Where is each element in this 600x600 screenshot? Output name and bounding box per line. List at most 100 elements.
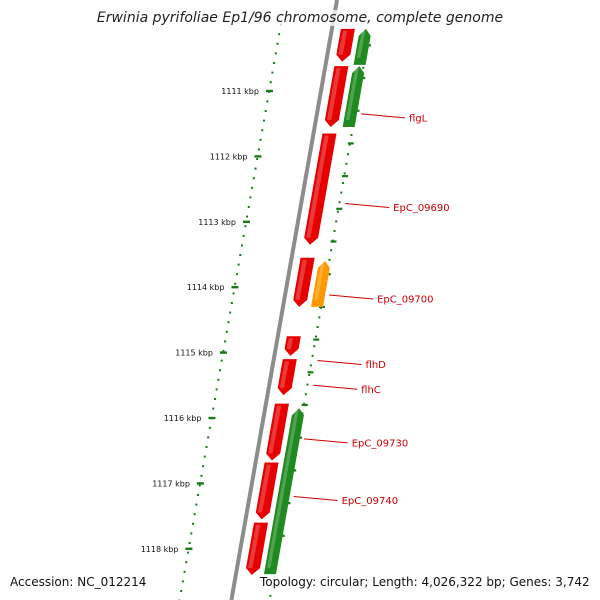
- gene-label-leader: [317, 359, 362, 365]
- inner-ruler-dot: [318, 316, 321, 319]
- ruler-dot: [202, 465, 205, 468]
- ruler-tick-label: 1111 kbp: [221, 87, 259, 96]
- ruler-dot: [183, 570, 186, 573]
- ruler-dot: [219, 369, 222, 372]
- ruler-dot: [237, 263, 240, 266]
- inner-ruler-dot: [303, 402, 306, 405]
- inner-ruler-dot: [335, 220, 338, 223]
- ruler-tick-label: 1116 kbp: [164, 414, 202, 423]
- ruler-dot: [190, 532, 193, 535]
- inner-ruler-dot: [345, 162, 348, 165]
- gene-arrow-highlight: [338, 30, 348, 55]
- gene-label-leader: [345, 202, 390, 208]
- gene-label-leader: [303, 438, 348, 444]
- ruler-tick-label: 1115 kbp: [175, 349, 213, 358]
- inner-ruler-dot: [338, 201, 341, 204]
- ruler-tick: [185, 547, 193, 550]
- ruler-dot: [197, 494, 200, 496]
- inner-ruler-dot: [347, 153, 350, 156]
- forward-gene-arrow: [336, 28, 355, 62]
- ruler-dot: [254, 167, 257, 170]
- ruler-dot: [186, 551, 189, 554]
- ruler-dot: [198, 484, 201, 487]
- ruler-dot: [269, 81, 272, 84]
- inner-ruler-dot: [304, 393, 307, 396]
- ruler-dot: [262, 119, 265, 122]
- ruler-dot: [244, 225, 247, 228]
- ruler-dot: [252, 177, 255, 180]
- inner-ruler-dot: [341, 182, 344, 184]
- gene-label-leader: [360, 113, 406, 119]
- inner-ruler-dot: [348, 143, 351, 146]
- reverse-gene-arrow: [342, 66, 365, 127]
- ruler-tick: [219, 351, 227, 354]
- gene-label-epc_09730: EpC_09730: [352, 438, 408, 449]
- ruler-dot: [200, 474, 203, 477]
- inner-ruler-dot: [309, 364, 312, 367]
- ruler-dot: [266, 100, 269, 103]
- ruler-dot: [217, 378, 220, 381]
- ruler-dot: [240, 244, 243, 247]
- inner-ruler-dot: [269, 594, 272, 597]
- ruler-tick: [208, 416, 216, 420]
- forward-gene-arrow: [246, 522, 269, 575]
- gene-arrow-highlight: [267, 410, 299, 568]
- gene-label-epc_09690: EpC_09690: [393, 203, 449, 214]
- gene-arrow-highlight: [257, 464, 271, 513]
- ruler-dot: [227, 321, 230, 324]
- ruler-dot: [264, 110, 267, 112]
- inner-ruler-dot: [350, 134, 353, 136]
- ruler-dot: [220, 359, 223, 362]
- inner-ruler-dot: [314, 335, 317, 338]
- inner-ruler-tick: [307, 371, 314, 374]
- reverse-gene-arrow: [263, 408, 304, 575]
- map-title: Erwinia pyrifoliae Ep1/96 chromosome, co…: [0, 10, 600, 26]
- inner-ruler-dot: [311, 354, 314, 357]
- ruler-dot: [205, 446, 208, 448]
- gene-labels: flgL EpC_09690 EpC_09700 flhD flhC EpC_09730 E…: [293, 113, 450, 507]
- gene-label-flhc: flhC: [361, 385, 381, 396]
- inner-ruler-tick: [313, 338, 320, 341]
- gene-arrow-highlight: [295, 259, 307, 300]
- ruler-dot: [212, 407, 215, 410]
- ruler-tick: [254, 155, 262, 158]
- ruler-dot: [180, 590, 183, 592]
- gene-arrow-highlight: [306, 135, 329, 238]
- forward-gene-arrow: [304, 133, 337, 245]
- forward-gene-arrow: [277, 359, 297, 396]
- ruler-dot: [215, 388, 218, 391]
- ruler-tick-label: 1112 kbp: [210, 152, 248, 161]
- accession-text: Accession: NC_012214: [8, 574, 149, 590]
- gene-label-epc_09740: EpC_09740: [342, 496, 398, 507]
- ruler-dot: [229, 311, 232, 314]
- ruler-dot: [207, 436, 210, 439]
- ruler-dot: [235, 273, 238, 276]
- inner-ruler-tick: [336, 207, 343, 210]
- inner-ruler-dot: [306, 383, 309, 386]
- ruler-dot: [257, 148, 260, 151]
- gene-arrow-highlight: [314, 263, 325, 300]
- chromosome-backbone: [229, 0, 339, 600]
- reverse-gene-arrow: [353, 28, 371, 65]
- ruler-dot: [188, 542, 191, 544]
- ruler-dot: [247, 206, 250, 208]
- ruler-dot: [259, 138, 262, 141]
- ruler-tick: [231, 286, 239, 289]
- gene-arrow-highlight: [268, 405, 282, 454]
- genome-summary-text: Topology: circular; Length: 4,026,322 bp…: [258, 574, 592, 590]
- inner-ruler-dot: [333, 230, 336, 232]
- misc-feature-arrow: [310, 261, 330, 307]
- ruler-dot: [195, 503, 198, 506]
- gene-arrow-highlight: [326, 68, 341, 120]
- ruler-tick: [242, 220, 250, 223]
- ruler-dot: [261, 129, 264, 132]
- ruler-dot: [225, 330, 228, 333]
- inner-ruler-tick: [318, 305, 325, 309]
- ruler-dot: [256, 158, 259, 160]
- ruler-dot: [234, 282, 237, 285]
- inner-ruler-dot: [308, 374, 311, 376]
- gene-label-leader: [329, 294, 374, 300]
- ruler-dot: [278, 33, 281, 36]
- forward-gene-arrow: [255, 462, 279, 520]
